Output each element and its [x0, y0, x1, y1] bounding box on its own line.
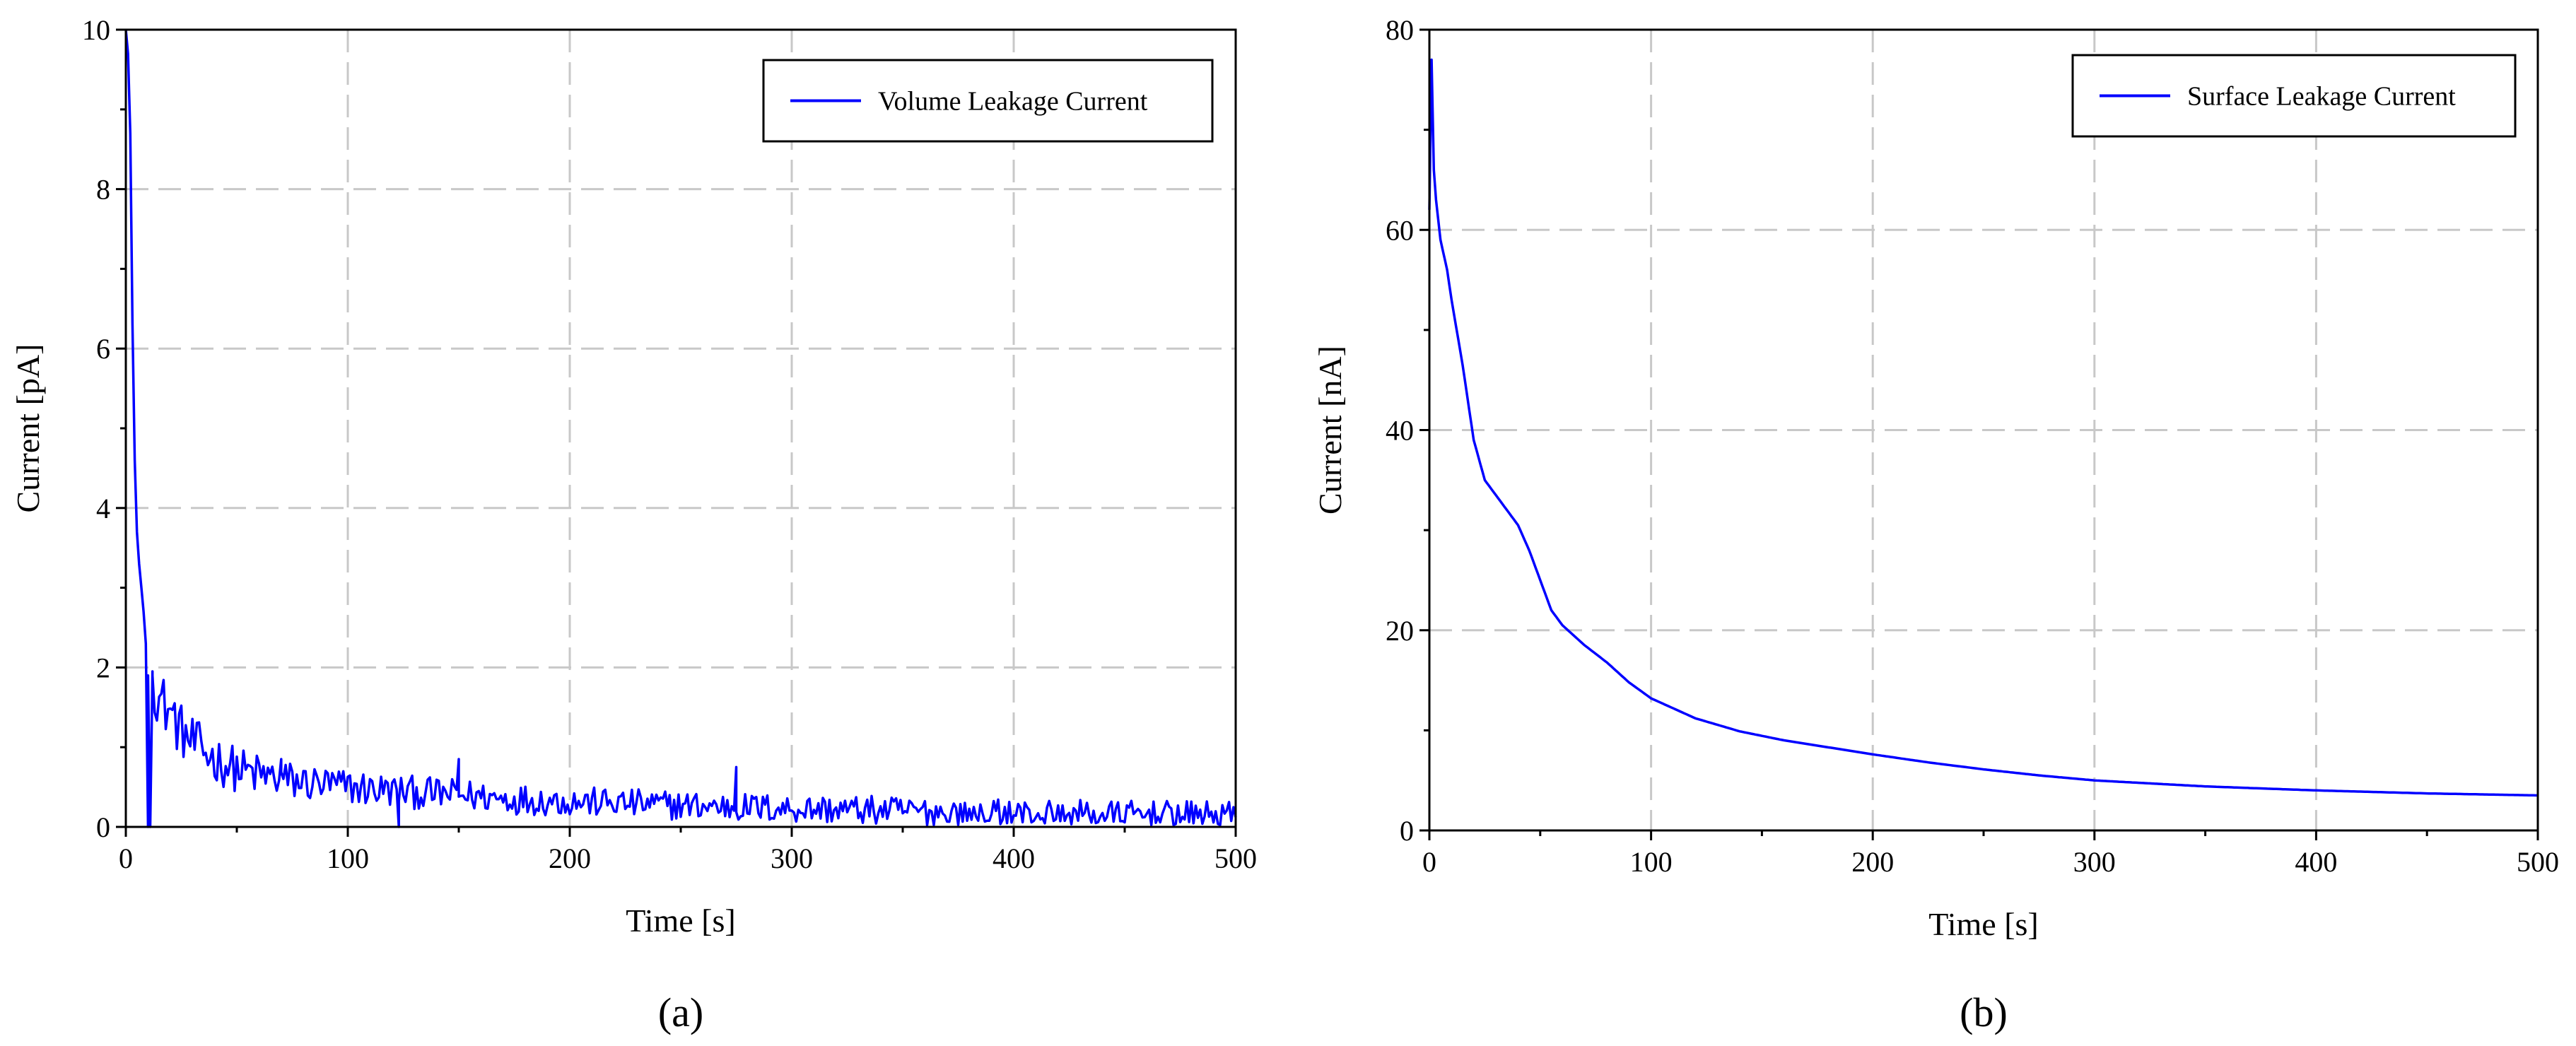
y-axis-title: Current [pA] — [10, 344, 46, 513]
legend-label: Surface Leakage Current — [2187, 82, 2456, 112]
series-line-volume-leakage-current — [124, 29, 1237, 828]
x-axis-title: Time [s] — [626, 903, 736, 939]
y-tick-label: 20 — [1386, 615, 1414, 647]
y-tick-label: 0 — [1400, 815, 1414, 847]
y-tick-label: 10 — [82, 14, 110, 46]
y-tick-label: 0 — [96, 811, 110, 843]
x-tick-label: 300 — [771, 842, 813, 874]
panel-label: (b) — [1960, 989, 2008, 1035]
x-tick-label: 100 — [327, 842, 369, 874]
legend: Surface Leakage Current — [2071, 54, 2517, 138]
y-tick-label: 80 — [1386, 14, 1414, 46]
x-tick-label: 300 — [2073, 846, 2116, 878]
x-tick-label: 400 — [2295, 846, 2337, 878]
x-tick-label: 400 — [993, 842, 1035, 874]
y-tick-label: 40 — [1386, 415, 1414, 447]
panel-label: (a) — [658, 989, 703, 1035]
y-tick-label: 60 — [1386, 214, 1414, 246]
y-tick-label: 2 — [96, 652, 110, 683]
x-tick-label: 200 — [1851, 846, 1894, 878]
legend: Volume Leakage Current — [762, 59, 1214, 143]
chart-panel-b: 0 100 200 300 400 500 0 20 40 60 80 Time [s] Current… — [1312, 14, 2559, 1035]
x-axis-title: Time [s] — [1928, 906, 2039, 942]
x-tick-label: 500 — [1214, 842, 1257, 874]
x-tick-label: 200 — [549, 842, 591, 874]
y-axis-title: Current [nA] — [1312, 346, 1348, 515]
plot-frame — [124, 28, 1237, 828]
legend-label: Volume Leakage Current — [878, 87, 1148, 117]
x-tick-label: 500 — [2517, 846, 2559, 878]
x-tick-label: 0 — [119, 842, 133, 874]
x-tick-label: 100 — [1630, 846, 1673, 878]
x-tick-label: 0 — [1422, 846, 1436, 878]
chart-panel-a: 0 100 200 300 400 500 0 2 4 6 8 10 Time [s] Current [… — [10, 14, 1257, 1035]
y-tick-label: 8 — [96, 174, 110, 206]
y-tick-label: 4 — [96, 493, 110, 524]
series-line-surface-leakage-current — [1428, 58, 2538, 797]
y-tick-label: 6 — [96, 333, 110, 365]
